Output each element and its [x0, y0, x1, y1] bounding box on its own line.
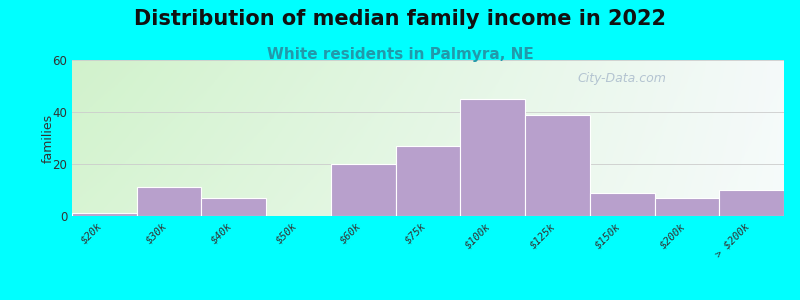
- Bar: [72, 213, 137, 216]
- Bar: [137, 188, 202, 216]
- Bar: [396, 146, 460, 216]
- Bar: [654, 198, 719, 216]
- Bar: [525, 115, 590, 216]
- Bar: [202, 198, 266, 216]
- Y-axis label: families: families: [42, 113, 54, 163]
- Text: City-Data.com: City-Data.com: [578, 73, 666, 85]
- Bar: [460, 99, 525, 216]
- Bar: [590, 193, 654, 216]
- Text: Distribution of median family income in 2022: Distribution of median family income in …: [134, 9, 666, 29]
- Bar: [719, 190, 784, 216]
- Bar: [331, 164, 396, 216]
- Text: White residents in Palmyra, NE: White residents in Palmyra, NE: [266, 46, 534, 62]
